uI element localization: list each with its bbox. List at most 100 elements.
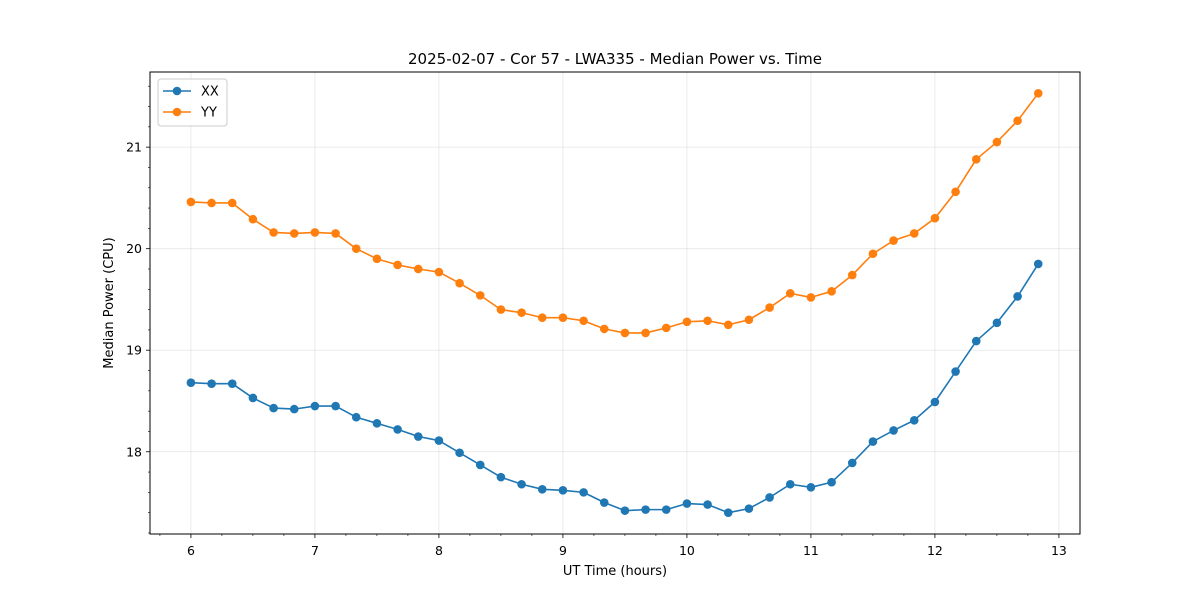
x-tick-label: 8 <box>435 543 443 558</box>
data-point-yy <box>289 229 299 238</box>
y-tick-label: 18 <box>126 444 142 459</box>
series-xx <box>186 259 1043 517</box>
data-point-xx <box>186 378 196 388</box>
data-point-xx <box>930 397 940 407</box>
plot-frame <box>149 71 1081 535</box>
data-point-yy <box>393 260 402 270</box>
data-point-yy <box>806 293 816 302</box>
x-tick-label: 9 <box>559 543 567 558</box>
data-point-yy <box>186 197 196 207</box>
x-axis-label: UT Time (hours) <box>563 564 667 579</box>
y-tick-label: 21 <box>126 140 142 155</box>
data-point-xx <box>765 493 774 502</box>
data-point-xx <box>744 504 754 513</box>
data-point-yy <box>413 264 423 274</box>
data-point-yy <box>227 198 237 208</box>
x-tick-label: 11 <box>803 543 819 558</box>
data-point-yy <box>930 213 940 223</box>
data-point-yy <box>744 315 754 325</box>
data-point-yy <box>599 324 609 334</box>
data-point-xx <box>207 379 216 389</box>
series-yy <box>186 89 1043 338</box>
data-point-yy <box>723 320 733 330</box>
data-point-yy <box>971 155 981 164</box>
data-point-yy <box>827 287 836 296</box>
data-point-yy <box>207 198 216 208</box>
data-point-xx <box>703 500 712 509</box>
data-point-xx <box>248 393 258 403</box>
data-point-yy <box>620 328 630 338</box>
data-point-xx <box>475 460 485 470</box>
data-point-xx <box>806 482 816 492</box>
data-point-yy <box>1013 116 1022 126</box>
data-point-yy <box>351 244 361 253</box>
data-point-yy <box>331 229 340 238</box>
chart-title: 2025-02-07 - Cor 57 - LWA335 - Median Po… <box>408 50 822 68</box>
data-point-xx <box>889 426 898 435</box>
data-point-xx <box>785 479 795 489</box>
data-point-xx <box>682 499 692 508</box>
data-point-xx <box>847 458 857 468</box>
y-axis-label: Median Power (CPU) <box>102 237 117 368</box>
data-point-xx <box>434 436 444 445</box>
x-tick-label: 10 <box>679 543 695 558</box>
x-tick-label: 13 <box>1051 543 1067 558</box>
data-point-xx <box>289 404 299 414</box>
legend-marker-yy <box>172 107 182 117</box>
data-point-xx <box>992 318 1002 328</box>
data-point-xx <box>868 437 878 446</box>
legend: XX YY <box>157 78 228 127</box>
series-layer <box>186 89 1043 517</box>
data-point-xx <box>971 336 981 346</box>
data-point-xx <box>579 488 588 497</box>
data-point-yy <box>558 313 568 323</box>
y-tick-label: 20 <box>126 241 142 256</box>
data-point-xx <box>269 403 278 413</box>
data-point-xx <box>909 415 919 425</box>
data-point-yy <box>847 270 857 280</box>
plot-area <box>150 72 1080 534</box>
data-point-yy <box>1033 89 1043 98</box>
data-point-yy <box>703 316 712 326</box>
data-point-yy <box>475 291 485 300</box>
data-point-yy <box>682 317 692 327</box>
data-point-xx <box>351 412 361 422</box>
data-point-xx <box>1013 292 1022 301</box>
data-point-yy <box>372 254 382 264</box>
data-point-yy <box>992 137 1002 147</box>
x-tick-label: 12 <box>927 543 943 558</box>
data-point-yy <box>310 228 320 237</box>
legend-label-xx: XX <box>201 85 219 100</box>
data-point-yy <box>909 229 919 238</box>
data-point-xx <box>661 505 671 514</box>
data-point-yy <box>517 308 526 317</box>
data-point-xx <box>372 419 382 428</box>
data-point-xx <box>517 479 526 489</box>
data-point-yy <box>248 214 258 224</box>
data-point-xx <box>227 379 237 389</box>
data-point-yy <box>641 328 650 338</box>
data-point-xx <box>723 508 733 517</box>
data-point-xx <box>413 432 423 441</box>
data-point-xx <box>310 401 320 411</box>
data-point-xx <box>455 448 464 458</box>
data-point-xx <box>827 477 836 487</box>
legend-label-yy: YY <box>200 106 217 121</box>
data-point-xx <box>496 472 506 482</box>
data-point-xx <box>620 506 630 515</box>
data-point-yy <box>455 278 464 288</box>
x-tick-label: 7 <box>311 543 319 558</box>
data-point-yy <box>496 305 506 314</box>
y-tick-label: 19 <box>126 343 142 358</box>
data-point-xx <box>393 425 402 434</box>
data-point-yy <box>868 249 878 259</box>
data-point-yy <box>661 323 671 333</box>
tick-layer: 6 7 8 9 10 11 12 13 18 19 20 21 <box>126 85 1067 558</box>
data-point-yy <box>785 289 795 298</box>
data-point-yy <box>951 187 960 197</box>
data-point-yy <box>579 316 588 326</box>
data-point-yy <box>537 313 547 323</box>
data-point-yy <box>269 228 278 237</box>
